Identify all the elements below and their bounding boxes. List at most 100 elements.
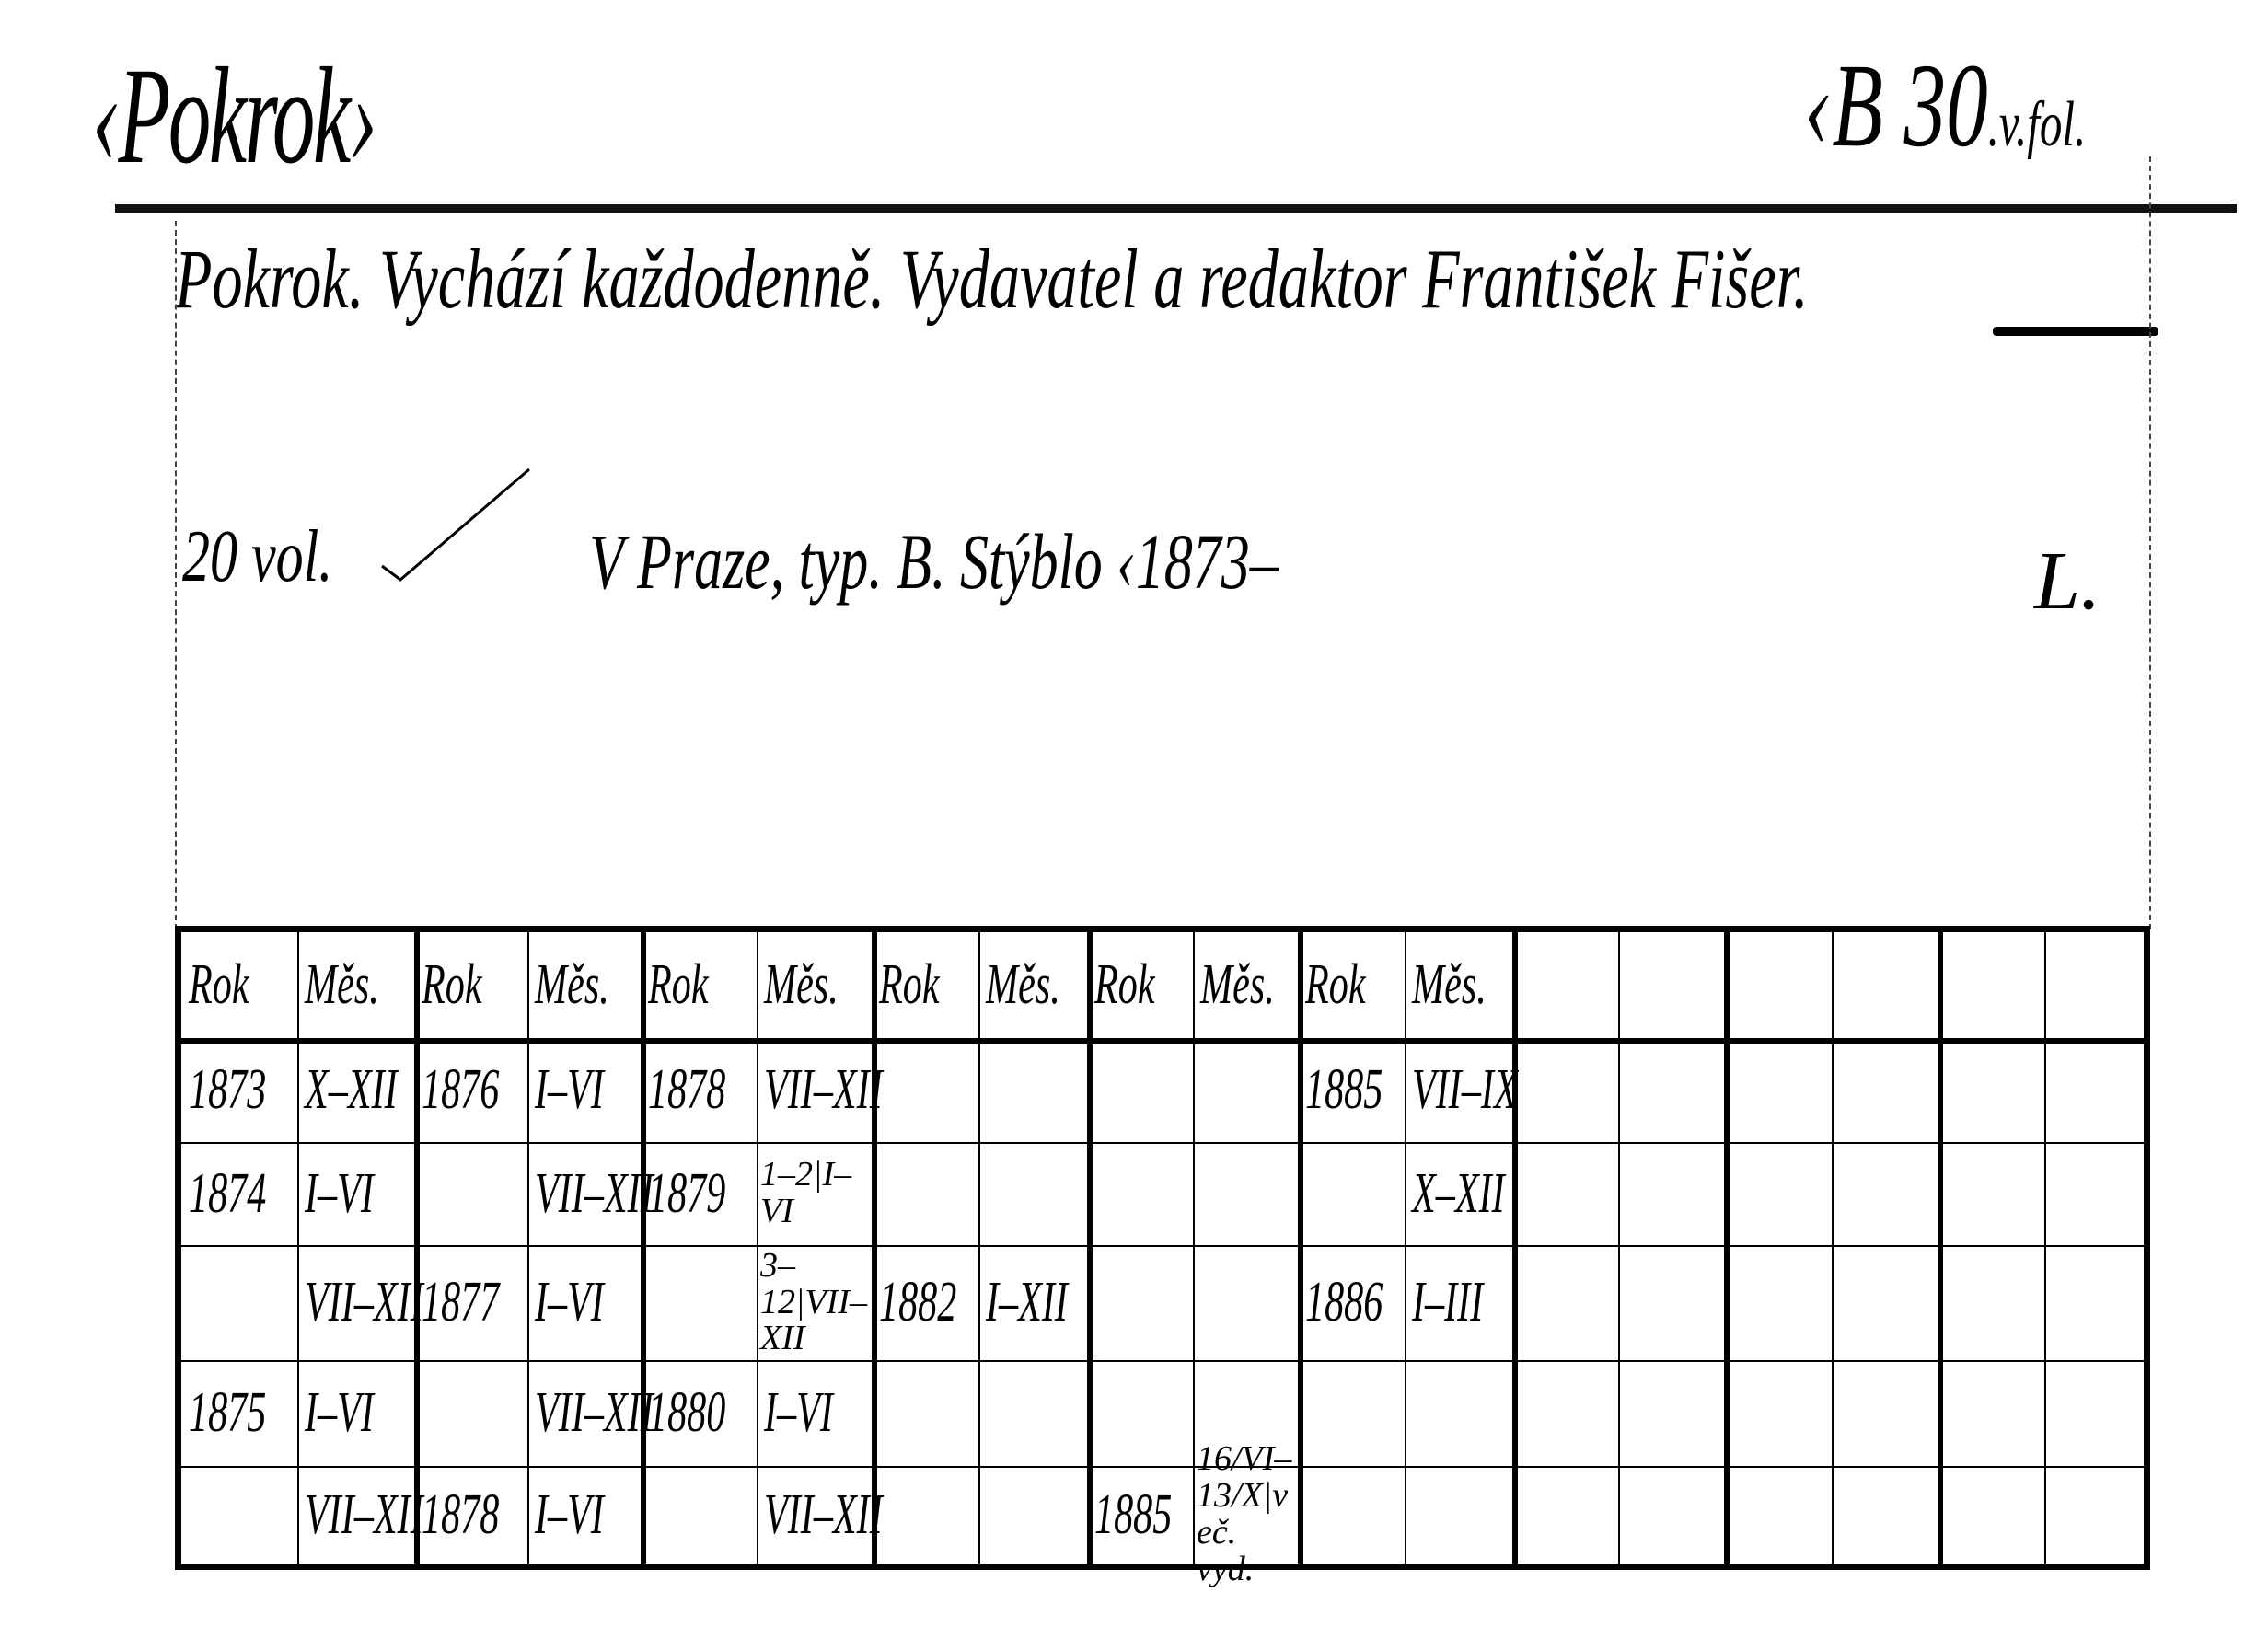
cell-text: I–VI [305, 1381, 374, 1444]
left-margin-line [175, 221, 177, 929]
cell-text: Rok [422, 953, 482, 1016]
header-year: Rok [1087, 932, 1193, 1038]
cell-text: 1876 [422, 1058, 500, 1121]
header-year: Rok [1298, 932, 1405, 1038]
cell-year: 1880 [641, 1360, 757, 1466]
cell-year: 1886 [1298, 1245, 1405, 1360]
cell-year: 1873 [181, 1038, 297, 1142]
cell-months: VII–XII [527, 1360, 654, 1466]
column-divider [1724, 932, 1730, 1564]
cell-months: 1–2|I–VI [757, 1142, 872, 1245]
cell-text: I–VI [535, 1271, 604, 1333]
column-divider [2044, 932, 2046, 1564]
cell-months: X–XII [1405, 1142, 1512, 1245]
cell-year: 1878 [414, 1466, 527, 1564]
cell-text: I–XII [986, 1271, 1068, 1333]
cell-text: Měs. [1412, 953, 1487, 1016]
cell-text: Měs. [305, 953, 379, 1016]
cell-months: I–VI [527, 1466, 641, 1564]
cell-text: I–III [1412, 1271, 1484, 1333]
cell-text: VII–XII [305, 1271, 423, 1333]
cell-months: VII–XII [757, 1038, 883, 1142]
header-months: Měs. [527, 932, 641, 1038]
cell-annotated-value: 1–2|I–VI [760, 1155, 852, 1230]
cell-months: VII–XII [297, 1466, 423, 1564]
cell-year: 1877 [414, 1245, 527, 1360]
cell-text: Měs. [1200, 953, 1275, 1016]
cell-year: 1879 [641, 1142, 757, 1245]
cell-text: 1885 [1305, 1058, 1383, 1121]
cell-text: VII–XII [764, 1483, 883, 1546]
cell-text: I–VI [535, 1058, 604, 1121]
header-year: Rok [181, 932, 297, 1038]
row-divider [181, 1466, 2144, 1468]
cell-months: X–XII [297, 1038, 414, 1142]
cell-annotated-value: 16/VI–13/X|več. vyd. [1197, 1439, 1292, 1588]
cell-text: X–XII [1412, 1161, 1505, 1225]
cell-year: 1878 [641, 1038, 757, 1142]
cell-text: Rok [1305, 953, 1366, 1016]
call-number: ‹B 30.v.fol. [1804, 37, 2086, 175]
cell-months: VII–XII [297, 1245, 423, 1360]
cell-text: Rok [1094, 953, 1155, 1016]
row-divider [181, 1245, 2144, 1247]
cell-year: 1885 [1087, 1466, 1193, 1564]
description: Pokrok. Vychází každodenně. Vydavatel a … [175, 232, 1809, 326]
cell-text: I–VI [535, 1483, 604, 1546]
column-divider [1512, 932, 1518, 1564]
cell-year: 1875 [181, 1360, 297, 1466]
holdings-table: Rok Měs. Rok Měs. Rok Měs. Rok Měs. Rok Měs. Rok Mě… [175, 926, 2150, 1587]
cell-months: VII–IX [1405, 1038, 1518, 1142]
column-divider [641, 932, 646, 1564]
cell-months: I–III [1405, 1245, 1512, 1360]
row-divider [181, 1360, 2144, 1362]
cell-months: VII–XII [757, 1466, 883, 1564]
column-divider [1087, 932, 1093, 1564]
cell-text: 1885 [1094, 1483, 1173, 1546]
cell-months: I–VI [527, 1038, 641, 1142]
cell-text: VII–XII [535, 1381, 654, 1444]
column-divider [414, 932, 420, 1564]
column-divider [1938, 932, 1943, 1564]
cell-text: VII–XII [764, 1058, 883, 1121]
cell-year: 1876 [414, 1038, 527, 1142]
cell-text: Rok [189, 953, 249, 1016]
cell-text: I–VI [764, 1381, 833, 1444]
cell-months: 3–12|VII–XII [757, 1245, 872, 1360]
cell-text: Rok [648, 953, 709, 1016]
imprint: V Praze, typ. B. Stýblo ‹1873– [589, 517, 1279, 606]
cell-months: VII–XII [527, 1142, 654, 1245]
cell-months: 16/VI–13/X|več. vyd. [1193, 1440, 1298, 1587]
call-number-suffix: .v.fol. [1987, 89, 2087, 160]
cell-months: I–VI [527, 1245, 641, 1360]
cell-text: 1874 [189, 1161, 267, 1225]
cell-text: 1878 [648, 1058, 726, 1121]
call-number-main: ‹B 30 [1804, 40, 1988, 172]
column-divider [1193, 932, 1195, 1564]
cell-text: VII–IX [1412, 1058, 1518, 1121]
cell-annotated-value: 3–12|VII–XII [760, 1245, 867, 1358]
cell-text: 1875 [189, 1381, 267, 1444]
column-divider [1618, 932, 1620, 1564]
cell-months: I–XII [978, 1245, 1087, 1360]
check-mark-icon [381, 467, 530, 582]
cell-text: 1882 [879, 1271, 957, 1333]
cell-text: Měs. [535, 953, 609, 1016]
column-divider [527, 932, 529, 1564]
cell-text: Měs. [986, 953, 1060, 1016]
cell-text: 1886 [1305, 1271, 1383, 1333]
row-divider [181, 1038, 2144, 1044]
cell-year: 1874 [181, 1142, 297, 1245]
header-months: Měs. [1405, 932, 1512, 1038]
header-year: Rok [414, 932, 527, 1038]
cell-months: I–VI [297, 1360, 414, 1466]
cell-text: 1879 [648, 1161, 726, 1225]
header-year: Rok [872, 932, 978, 1038]
header-months: Měs. [1193, 932, 1298, 1038]
cell-text: 1877 [422, 1271, 500, 1333]
location-mark: L. [2034, 536, 2101, 627]
column-divider [757, 932, 758, 1564]
cell-text: VII–XII [305, 1483, 423, 1546]
cell-text: I–VI [305, 1161, 374, 1225]
surname-underline [1993, 327, 2158, 336]
